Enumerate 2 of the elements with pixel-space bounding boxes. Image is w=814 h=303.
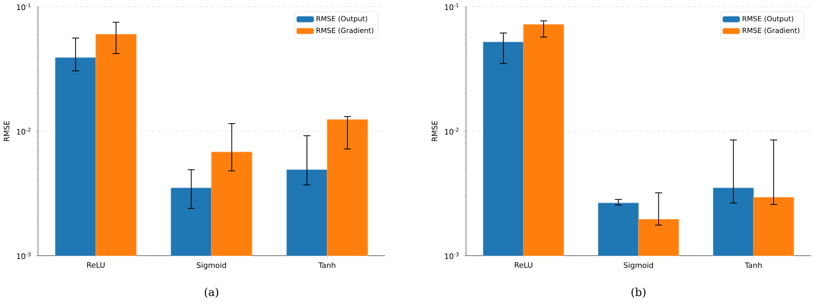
text: (a)	[204, 288, 218, 298]
text: (b)	[632, 288, 646, 298]
